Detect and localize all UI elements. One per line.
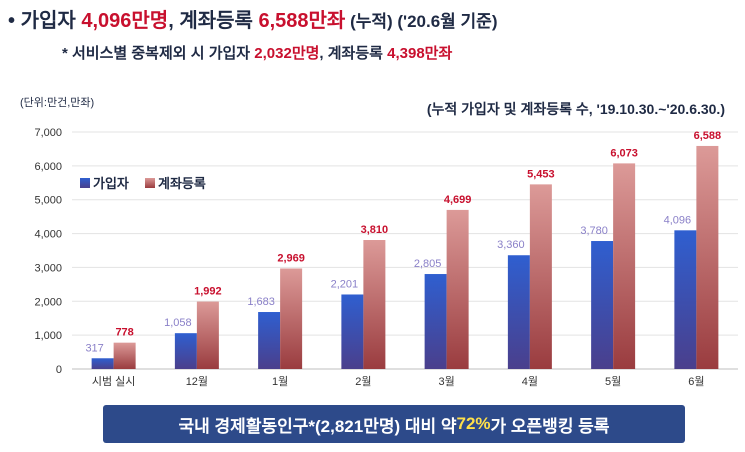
subscribers-value-label: 317: [85, 342, 103, 354]
x-tick-label: 4월: [522, 375, 538, 388]
x-tick-label: 2월: [355, 375, 371, 388]
chart-unit-label: (단위:만건,만좌): [20, 96, 94, 109]
accounts-bar: [363, 240, 386, 369]
subscribers-value-label: 2,201: [331, 278, 359, 290]
accounts-value-label: 2,969: [277, 252, 305, 264]
subline: * 서비스별 중복제외 시 가입자 2,032만명, 계좌등록 4,398만좌: [62, 42, 452, 63]
subscribers-bar: [341, 294, 364, 369]
legend-swatch: [145, 178, 155, 188]
x-tick-label: 6월: [688, 375, 704, 388]
subline-accounts: 4,398만좌: [387, 45, 453, 62]
subscribers-value-label: 1,683: [247, 296, 275, 308]
subline-subscribers: 2,032만명: [254, 45, 320, 62]
y-tick-label: 7,000: [34, 127, 62, 139]
y-tick-label: 3,000: [34, 262, 62, 274]
y-tick-label: 1,000: [34, 330, 62, 342]
y-tick-label: 0: [56, 364, 62, 376]
accounts-value-label: 1,992: [194, 286, 222, 298]
legend-label: 가입자: [93, 176, 129, 191]
legend-swatch: [80, 178, 90, 188]
accounts-value-label: 3,810: [361, 224, 389, 236]
subscribers-value-label: 3,360: [497, 239, 525, 251]
subscribers-bar: [507, 255, 530, 369]
subscribers-value-label: 3,780: [580, 225, 608, 237]
y-tick-label: 4,000: [34, 229, 62, 241]
accounts-bar: [613, 163, 636, 369]
headline-bullet: •: [8, 10, 16, 32]
accounts-value-label: 6,073: [610, 147, 638, 159]
subscribers-value-label: 2,805: [414, 258, 442, 270]
x-tick-label: 12월: [186, 375, 208, 388]
chart-title: (누적 가입자 및 계좌등록 수, '19.10.30.~'20.6.30.): [427, 101, 725, 117]
subscribers-bar: [424, 274, 447, 369]
subscribers-value-label: 4,096: [664, 214, 692, 226]
accounts-bar: [196, 301, 219, 369]
bar-chart: (단위:만건,만좌) (누적 가입자 및 계좌등록 수, '19.10.30.~…: [20, 96, 738, 388]
subline-mid: , 계좌등록: [319, 45, 388, 62]
y-tick-label: 2,000: [34, 296, 62, 308]
banner-suffix: 가 오픈뱅킹 등록: [490, 416, 610, 436]
accounts-bar: [113, 342, 136, 369]
subscribers-bar: [91, 358, 114, 369]
legend-label: 계좌등록: [158, 176, 206, 191]
subscribers-bar: [591, 241, 614, 369]
accounts-bar: [446, 209, 469, 369]
summary-banner: 국내 경제활동인구*(2,821만명) 대비 약 72% 가 오픈뱅킹 등록: [103, 405, 685, 443]
accounts-bar: [280, 268, 303, 369]
x-tick-label: 5월: [605, 375, 621, 388]
x-tick-label: 3월: [439, 375, 455, 388]
banner-highlight: 72%: [456, 414, 491, 433]
headline-subscribers: 4,096만명: [81, 10, 169, 32]
y-tick-label: 6,000: [34, 161, 62, 173]
headline-accounts: 6,588만좌: [258, 10, 346, 32]
subscribers-bar: [174, 333, 197, 369]
accounts-bar: [529, 184, 552, 369]
headline-prefix: 가입자: [20, 10, 82, 32]
subscribers-bar: [674, 230, 697, 369]
banner-prefix: 국내 경제활동인구*(2,821만명) 대비 약: [178, 416, 457, 436]
accounts-value-label: 5,453: [527, 168, 555, 180]
x-tick-label: 시범 실시: [92, 375, 136, 388]
accounts-value-label: 6,588: [694, 130, 722, 142]
headline-mid: , 계좌등록: [168, 10, 259, 32]
headline: • 가입자 4,096만명, 계좌등록 6,588만좌 (누적) ('20.6월…: [8, 4, 498, 33]
y-tick-label: 5,000: [34, 195, 62, 207]
accounts-value-label: 4,699: [444, 194, 472, 206]
accounts-value-label: 778: [115, 327, 133, 339]
subscribers-bar: [258, 312, 281, 369]
subscribers-value-label: 1,058: [164, 317, 192, 329]
headline-suffix: (누적) ('20.6월 기준): [345, 12, 498, 31]
accounts-bar: [696, 145, 719, 369]
x-tick-label: 1월: [272, 375, 288, 388]
subline-prefix: * 서비스별 중복제외 시 가입자: [62, 45, 255, 62]
